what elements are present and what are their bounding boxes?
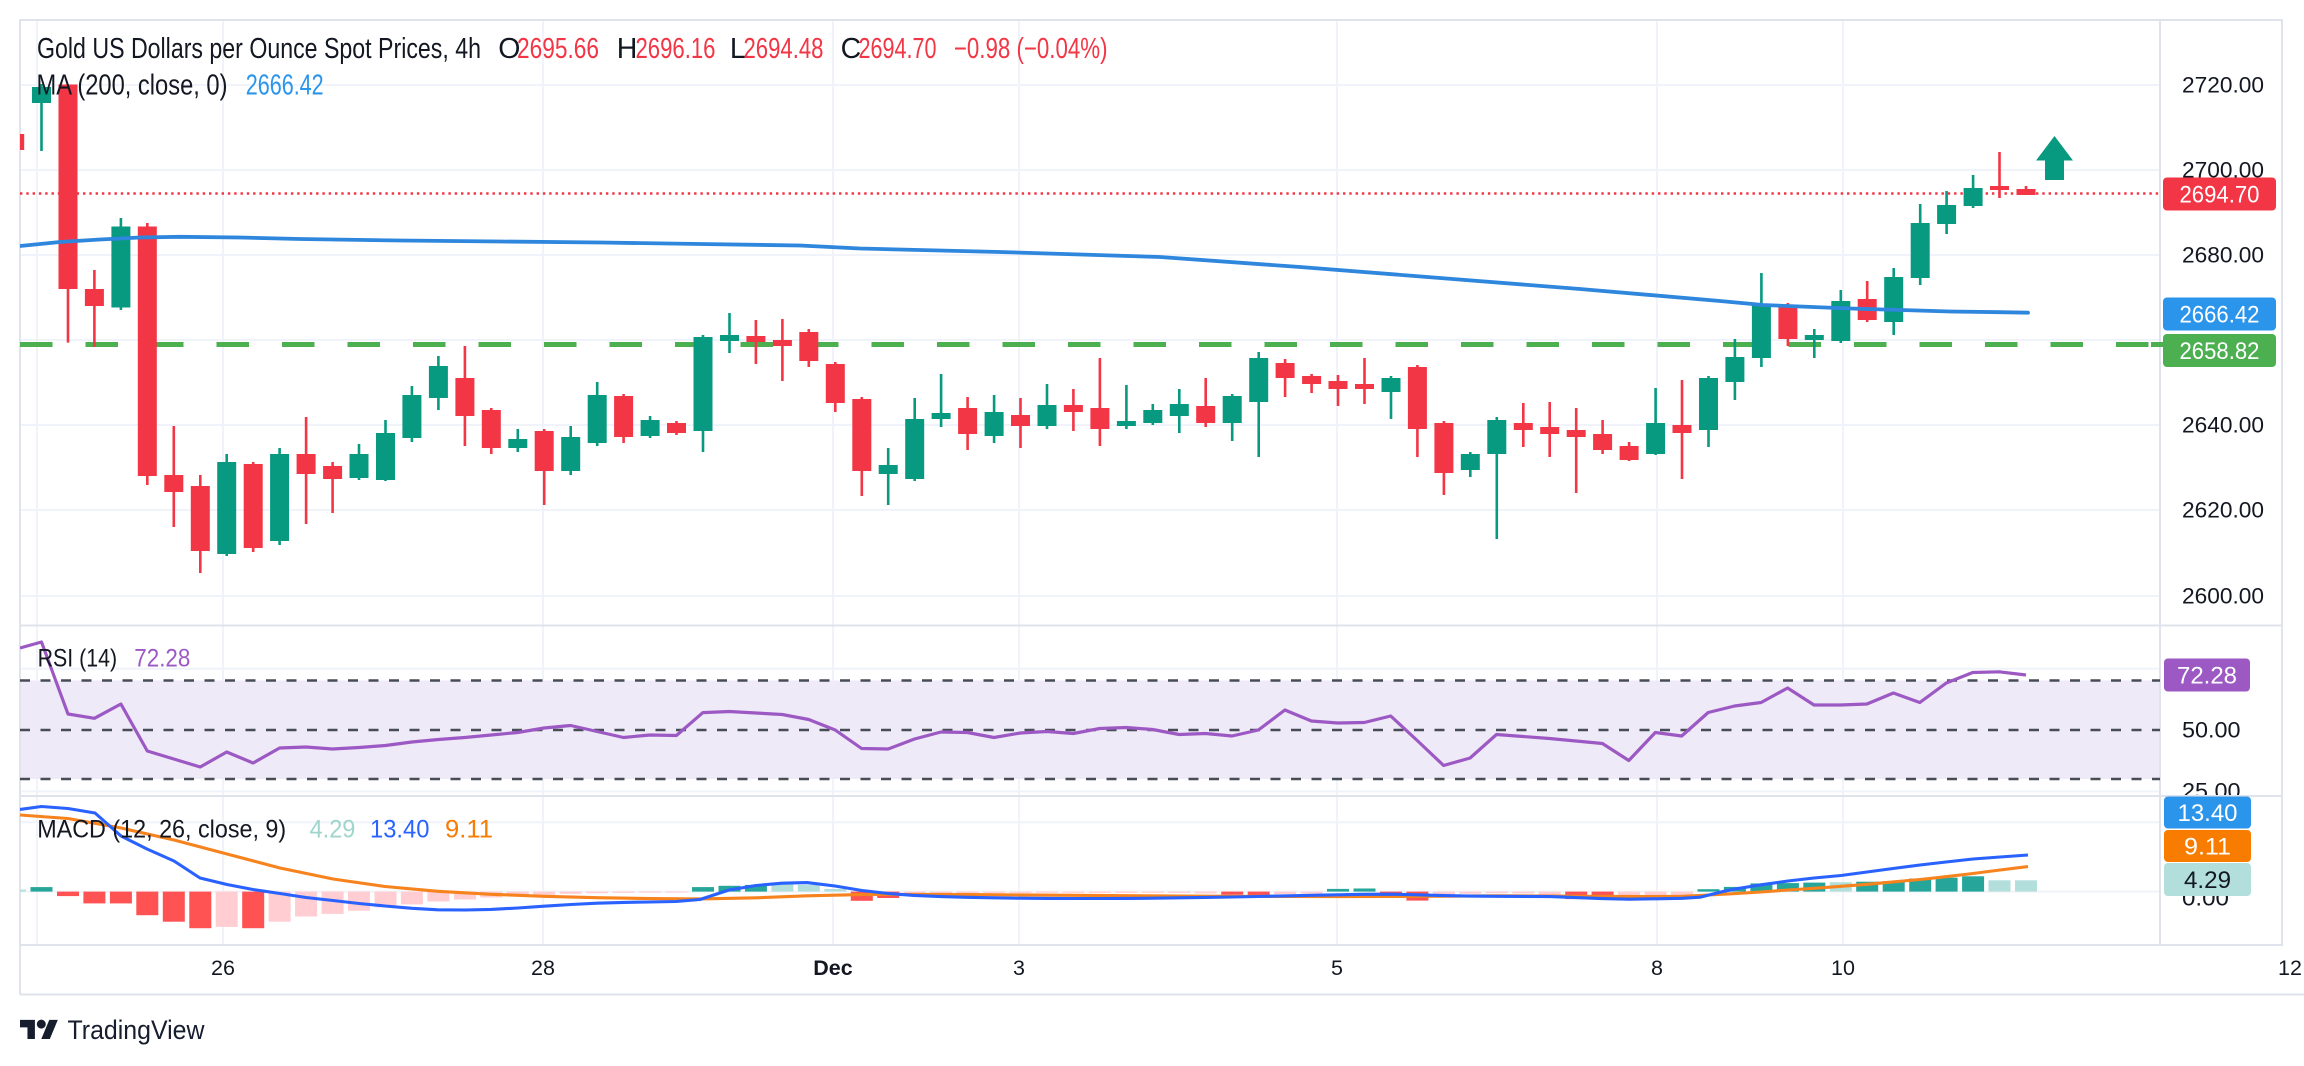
- svg-text:2658.82: 2658.82: [2180, 338, 2260, 365]
- svg-text:MACD (12, 26, close, 9): MACD (12, 26, close, 9): [37, 816, 286, 844]
- svg-text:H: H: [617, 33, 638, 65]
- svg-text:Gold US Dollars per Ounce Spot: Gold US Dollars per Ounce Spot Prices, 4…: [37, 33, 481, 65]
- svg-text:2666.42: 2666.42: [2180, 302, 2260, 329]
- svg-text:−0.98 (−0.04%): −0.98 (−0.04%): [954, 33, 1108, 65]
- svg-text:C: C: [841, 33, 862, 65]
- svg-text:4.29: 4.29: [2184, 867, 2231, 894]
- svg-text:2720.00: 2720.00: [2182, 73, 2264, 98]
- svg-text:10: 10: [1831, 956, 1855, 980]
- svg-text:28: 28: [531, 956, 555, 980]
- svg-text:26: 26: [211, 956, 235, 980]
- svg-text:MA (200, close, 0): MA (200, close, 0): [37, 69, 228, 101]
- svg-text:50.00: 50.00: [2182, 718, 2241, 743]
- svg-text:13.40: 13.40: [370, 816, 429, 844]
- svg-text:72.28: 72.28: [134, 644, 190, 672]
- svg-text:2620.00: 2620.00: [2182, 498, 2264, 523]
- svg-text:25.00: 25.00: [2182, 779, 2241, 804]
- svg-text:3: 3: [1013, 956, 1025, 980]
- svg-text:2600.00: 2600.00: [2182, 584, 2264, 609]
- svg-text:4.29: 4.29: [310, 816, 356, 844]
- svg-text:2694.70: 2694.70: [859, 33, 937, 65]
- svg-text:2694.70: 2694.70: [2180, 182, 2260, 209]
- svg-text:O: O: [498, 33, 520, 65]
- svg-text:2640.00: 2640.00: [2182, 413, 2264, 438]
- svg-text:2695.66: 2695.66: [517, 33, 599, 65]
- svg-text:9.11: 9.11: [445, 816, 493, 844]
- svg-text:2680.00: 2680.00: [2182, 243, 2264, 268]
- svg-text:RSI (14): RSI (14): [38, 644, 118, 672]
- svg-text:9.11: 9.11: [2184, 834, 2231, 861]
- svg-text:12: 12: [2278, 956, 2302, 980]
- svg-text:8: 8: [1651, 956, 1663, 980]
- svg-text:2696.16: 2696.16: [636, 33, 716, 65]
- svg-text:L: L: [730, 33, 746, 65]
- svg-text:TradingView: TradingView: [68, 1015, 206, 1045]
- svg-text:13.40: 13.40: [2178, 800, 2238, 827]
- svg-text:2666.42: 2666.42: [246, 69, 324, 101]
- svg-text:Dec: Dec: [813, 956, 852, 980]
- svg-text:2694.48: 2694.48: [744, 33, 824, 65]
- svg-text:5: 5: [1331, 956, 1343, 980]
- svg-text:72.28: 72.28: [2177, 663, 2237, 690]
